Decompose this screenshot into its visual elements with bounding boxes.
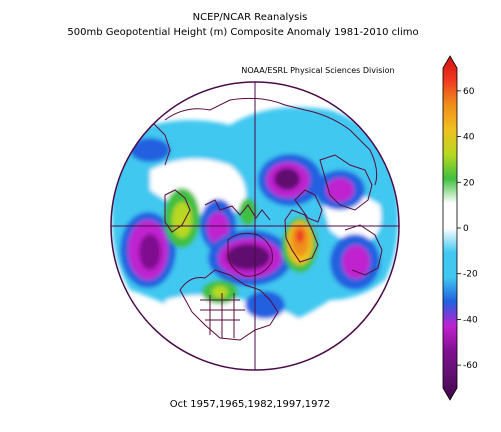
anomaly-south-ridge-yellow (212, 286, 228, 298)
anomaly-northeast-trough-purple (274, 168, 300, 190)
anomaly-north-ridge-green (239, 198, 257, 226)
colorbar-tick-label: 60 (463, 87, 475, 97)
coastline-arctic-outer (164, 97, 378, 186)
coastline-siberia (319, 154, 373, 211)
anomaly-field (111, 107, 399, 350)
composite-years-caption: Oct 1957,1965,1982,1997,1972 (170, 399, 330, 410)
credit-text: NOAA/ESRL Physical Sciences Division (241, 66, 394, 75)
coastline-asia-east (344, 224, 383, 276)
colorbar-tick-label: 0 (463, 224, 469, 234)
colorbar: 60 40 20 0 -20 -40 -60 (442, 55, 478, 401)
colorbar-tick-label: -60 (463, 361, 478, 371)
anomaly-center-trough-magenta (207, 212, 229, 244)
coastline-alaska (164, 189, 191, 233)
colorbar-tick-label: -20 (463, 270, 478, 280)
polar-map (110, 81, 400, 371)
coastline-kamchatka (149, 119, 171, 166)
anomaly-upper-left-trough (130, 138, 170, 162)
title-line-1: NCEP/NCAR Reanalysis (193, 12, 308, 23)
globe-outline (110, 81, 400, 371)
colorbar-tick-label: 40 (463, 133, 475, 143)
coastline-us-grid (200, 293, 245, 338)
anomaly-europe-ridge-red (296, 229, 304, 243)
title-line-2: 500mb Geopotential Height (m) Composite … (67, 27, 418, 38)
anomaly-asia-trough-magenta (342, 245, 370, 279)
colorbar-ticks: 60 40 20 0 -20 -40 -60 (457, 87, 478, 371)
anomaly-pacific-trough-inner (139, 234, 161, 270)
coastline-greenland (227, 232, 273, 277)
coastline-scandinavia (294, 189, 323, 223)
coastlines (149, 97, 383, 341)
colorbar-tick-label: 20 (463, 178, 475, 188)
colorbar-tick-label: -40 (463, 315, 478, 325)
coastline-north-america (179, 269, 279, 341)
coastline-canada-arctic (204, 199, 271, 221)
anomaly-east-trough-magenta (326, 178, 354, 202)
colorbar-body (442, 55, 458, 401)
map-grid (111, 82, 399, 370)
coastline-europe (284, 209, 319, 263)
anomaly-arctic-trough-purple (226, 244, 270, 270)
